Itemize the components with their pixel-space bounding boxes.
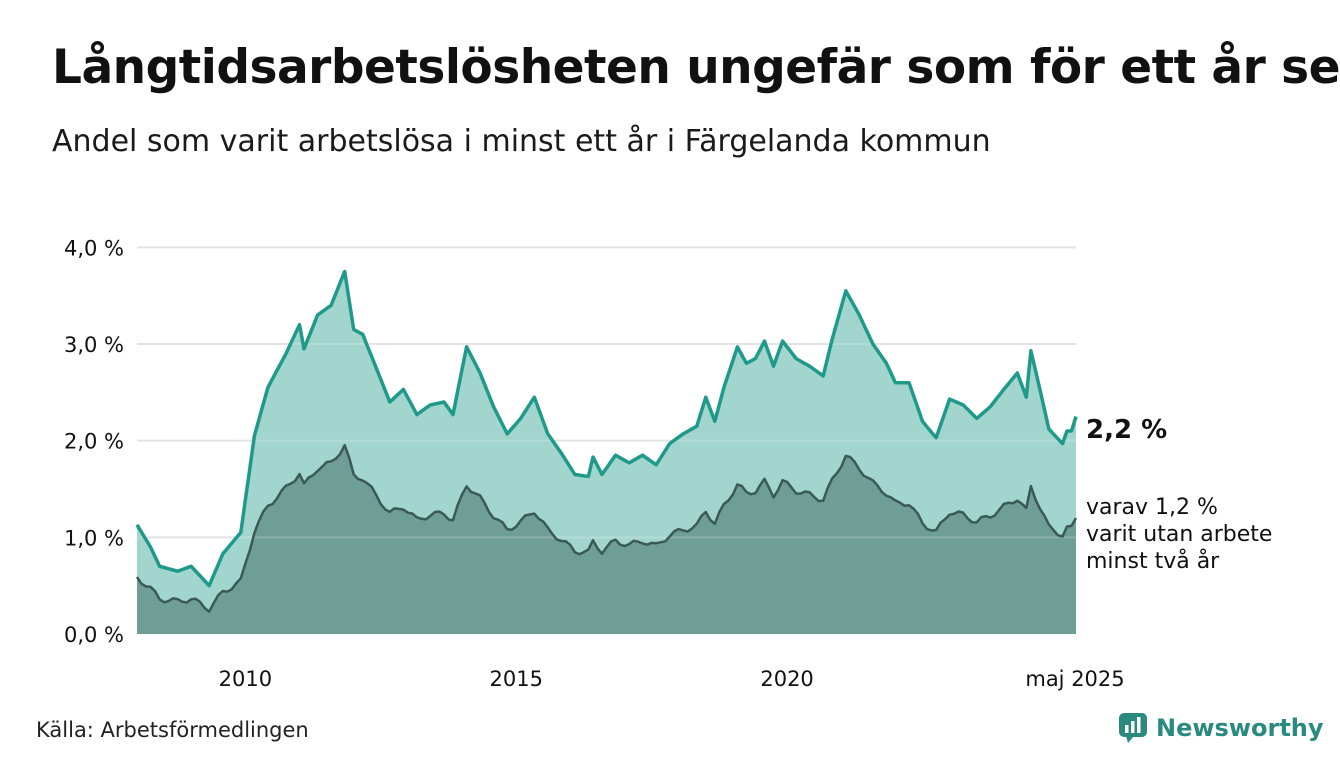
y-tick-label: 4,0 % bbox=[64, 236, 124, 260]
brand-logo[interactable]: Newsworthy bbox=[1118, 712, 1324, 744]
series-line-total bbox=[135, 269, 1078, 588]
chart-areas bbox=[135, 246, 1078, 634]
brand-name: Newsworthy bbox=[1156, 714, 1324, 742]
chart-subtitle: Andel som varit arbetslösa i minst ett å… bbox=[52, 124, 991, 159]
x-tick-label: 2015 bbox=[489, 667, 542, 691]
x-tick-label: maj 2025 bbox=[1025, 667, 1124, 691]
last-value-label: 2,2 % bbox=[1086, 415, 1167, 445]
chart-axes: 0,0 % 1,0 % 2,0 % 3,0 % 4,0 % 2010 2015 2020 maj… bbox=[64, 236, 1125, 691]
y-tick-label: 0,0 % bbox=[64, 623, 124, 647]
y-tick-label: 3,0 % bbox=[64, 333, 124, 357]
series2-label-line: varit utan arbete bbox=[1086, 522, 1272, 547]
x-tick-label: 2010 bbox=[219, 667, 272, 691]
newsworthy-logo-icon bbox=[1119, 713, 1147, 743]
series2-label-line: varav 1,2 % bbox=[1086, 495, 1218, 520]
series2-label-line: minst två år bbox=[1086, 548, 1220, 574]
series-line-two-years bbox=[135, 443, 1078, 613]
chart-title: Långtidsarbetslösheten ungefär som för e… bbox=[52, 40, 1340, 95]
series-area-two-years bbox=[137, 445, 1076, 634]
y-tick-label: 2,0 % bbox=[64, 430, 124, 454]
y-tick-label: 1,0 % bbox=[64, 526, 124, 550]
source-note: Källa: Arbetsförmedlingen bbox=[36, 718, 309, 742]
x-tick-label: 2020 bbox=[760, 667, 813, 691]
